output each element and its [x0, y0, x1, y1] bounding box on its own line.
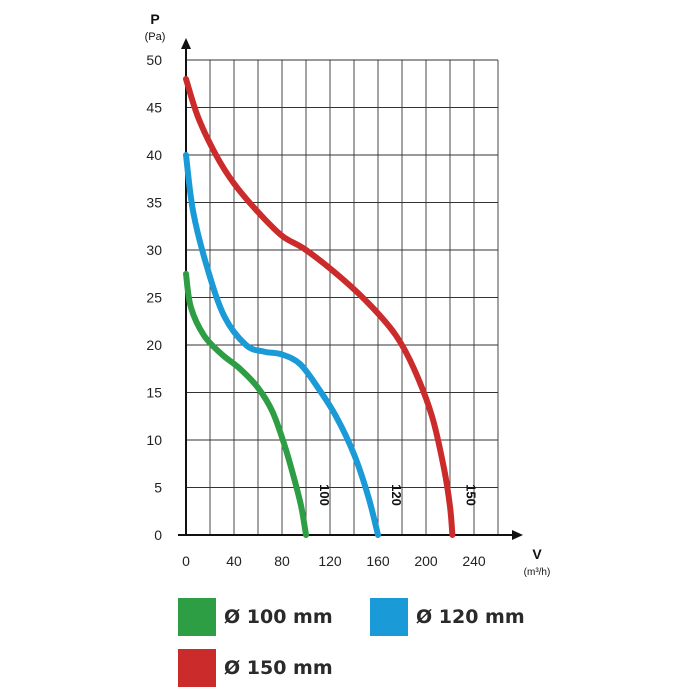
series-line-150: [183, 76, 456, 538]
series: 100 120 150: [183, 76, 478, 538]
y-tick-label: 30: [146, 242, 162, 258]
y-tick-label: 45: [146, 100, 162, 116]
y-axis-arrow: [181, 38, 191, 49]
grid: [185, 59, 499, 536]
x-tick-label: 0: [182, 553, 190, 569]
series-end-label: 100: [317, 484, 332, 506]
series-line-100: [183, 270, 309, 538]
y-tick-label: 0: [154, 527, 162, 543]
y-tick-label: 15: [146, 385, 162, 401]
legend-item-120mm: Ø 120 mm: [370, 598, 525, 636]
legend-swatch: [178, 598, 216, 636]
x-tick-label: 40: [226, 553, 242, 569]
x-tick-label: 160: [366, 553, 390, 569]
y-tick-label: 50: [146, 52, 162, 68]
x-tick-label: 240: [462, 553, 486, 569]
x-tick-label: 120: [318, 553, 342, 569]
y-tick-label: 35: [146, 195, 162, 211]
legend-item-100mm: Ø 100 mm: [178, 598, 333, 636]
x-tick-label: 80: [274, 553, 290, 569]
y-axis-unit: (Pa): [145, 31, 166, 43]
legend-label: Ø 120 mm: [416, 606, 525, 628]
series-line-120: [183, 152, 381, 538]
y-tick-label: 10: [146, 432, 162, 448]
x-axis-label: V: [532, 546, 542, 562]
tick-labels: 0 5 10 15 20 25 30 35 40 45 50 0 40 80 120 160 200 240: [146, 52, 485, 569]
y-tick-label: 5: [154, 480, 162, 496]
y-axis-label: P: [150, 11, 159, 27]
series-end-label: 150: [463, 484, 478, 506]
legend-swatch: [178, 649, 216, 687]
legend-label: Ø 150 mm: [224, 657, 333, 679]
y-tick-label: 40: [146, 147, 162, 163]
series-end-label: 120: [389, 484, 404, 506]
x-axis-unit: (m³/h): [524, 567, 551, 578]
x-tick-label: 200: [414, 553, 438, 569]
x-axis-arrow: [512, 530, 523, 540]
legend-label: Ø 100 mm: [224, 606, 333, 628]
legend-item-150mm: Ø 150 mm: [178, 649, 333, 687]
legend-swatch: [370, 598, 408, 636]
y-tick-label: 25: [146, 290, 162, 306]
y-tick-label: 20: [146, 337, 162, 353]
